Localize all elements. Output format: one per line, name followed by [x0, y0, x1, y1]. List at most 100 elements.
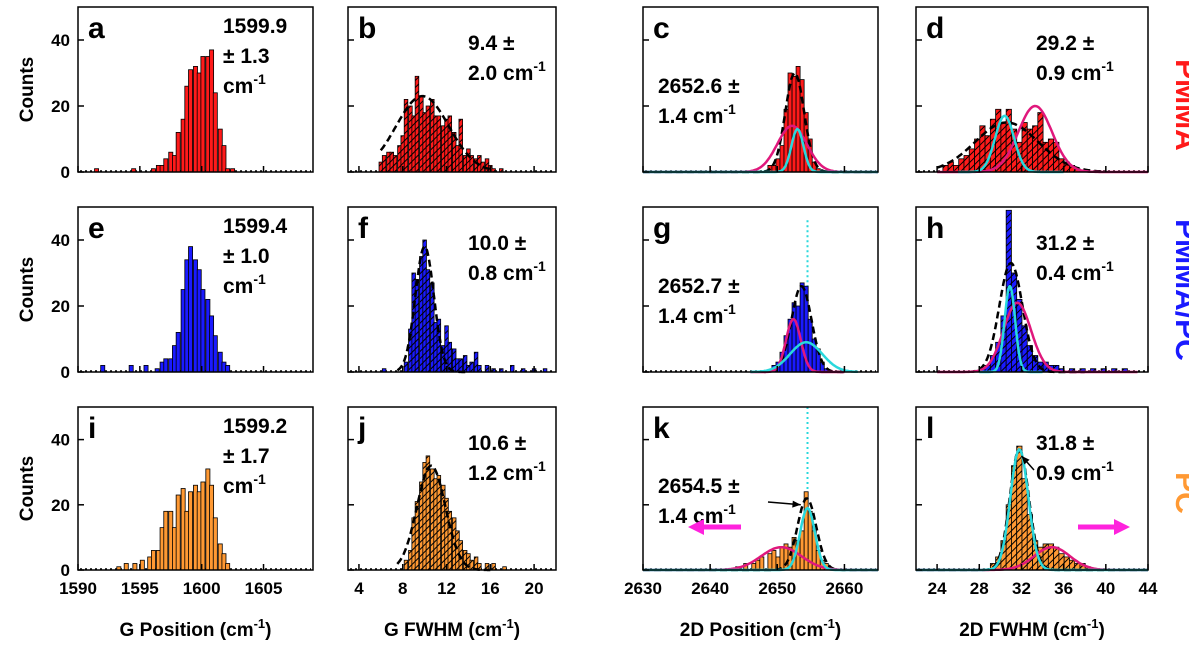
x-axis-label: G Position (cm-1) — [120, 616, 272, 641]
panel-label: i — [88, 412, 96, 445]
bar — [1063, 556, 1070, 571]
annotation-value: 1599.2 — [223, 415, 287, 438]
bar — [510, 364, 515, 373]
bar — [225, 563, 231, 571]
bar — [995, 108, 1002, 173]
bar — [484, 364, 490, 373]
y-tick-label: 40 — [51, 31, 70, 50]
fit-curve-cyan — [750, 341, 858, 374]
bar — [403, 361, 409, 373]
bar — [212, 92, 218, 173]
x-tick-label: 2650 — [758, 579, 796, 598]
bar — [791, 75, 797, 173]
bar — [1047, 138, 1055, 173]
x-axis-label: G FWHM (cm-1) — [384, 616, 520, 641]
x-tick-label: 12 — [437, 579, 456, 598]
y-tick-label: 40 — [51, 431, 70, 450]
annotation-value: 1599.9 — [223, 15, 287, 38]
x-axis-label: 2D Position (cm-1) — [680, 616, 841, 641]
bar — [1016, 445, 1023, 571]
annotation-unit: cm-1 — [223, 471, 266, 498]
bar — [188, 246, 193, 373]
bar — [403, 559, 409, 571]
annotation-unit: cm-1 — [223, 271, 266, 298]
bar — [1021, 478, 1028, 571]
panel-l: 24 28 32 36 40 44 2D FWHM (cm-1) l 31.8 ± 0.9 cm-… — [915, 406, 1158, 641]
x-tick-label: 40 — [1096, 579, 1115, 598]
x-tick-label: 2630 — [624, 579, 662, 598]
panel-f: f 10.0 ± 0.8 cm-1 — [347, 206, 557, 374]
bar — [1032, 125, 1039, 173]
y-tick-label: 0 — [61, 561, 70, 580]
axes-frame — [915, 206, 1149, 373]
bar — [151, 550, 156, 571]
y-axis-label: Counts — [17, 257, 38, 322]
annotation-error: ± 1.0 — [223, 245, 270, 268]
fit-curve-total — [396, 464, 491, 572]
bar — [436, 115, 442, 173]
bar — [799, 530, 805, 571]
axes-frame — [915, 6, 1149, 173]
bar — [163, 358, 169, 373]
axes-frame — [77, 206, 314, 373]
x-tick-label: 28 — [970, 579, 989, 598]
bar — [212, 335, 218, 373]
bar — [143, 364, 149, 373]
annotation-value: 31.8 ± — [1036, 432, 1095, 455]
panel-label: k — [653, 412, 670, 445]
panel-j: 4 8 12 16 20 G FWHM (cm-1) j 10.6 ± 1.2 cm-1 — [347, 406, 557, 641]
bar — [188, 491, 193, 571]
x-tick-label: 36 — [1054, 579, 1073, 598]
panel-h: h 31.2 ± 0.4 cm-1 — [915, 206, 1149, 374]
bar — [1053, 546, 1060, 571]
panel-i: 0 20 40 1590 1595 1600 1605 Counts G Position (c… — [17, 406, 314, 641]
bar — [392, 155, 398, 173]
bar — [458, 358, 463, 373]
x-tick-label: 4 — [354, 579, 364, 598]
axes-frame — [915, 406, 1149, 571]
fit-curve-magenta — [643, 124, 878, 174]
bar — [436, 475, 442, 571]
bar — [100, 364, 106, 373]
panel-label: b — [358, 12, 376, 45]
x-tick-label: 1590 — [59, 579, 97, 598]
panel-d: d 29.2 ± 0.9 cm-1 — [915, 6, 1149, 174]
fit-curve-cyan — [643, 127, 878, 174]
annotation-error: 1.2 cm-1 — [468, 458, 546, 485]
panel-label: g — [653, 212, 671, 245]
bar — [1069, 559, 1076, 571]
bar — [968, 148, 975, 173]
x-tick-label: 44 — [1139, 579, 1158, 598]
bar — [175, 131, 181, 173]
panel-label: e — [88, 212, 105, 245]
x-tick-label: 2640 — [691, 579, 729, 598]
bar — [767, 553, 773, 571]
row-label-pmma-pc: PMMA/PC — [1169, 219, 1189, 361]
annotation-error: 0.4 cm-1 — [1036, 258, 1114, 285]
panel-c: c 2652.6 ± 1.4 cm-1 — [642, 6, 879, 174]
x-tick-label: 1600 — [183, 579, 221, 598]
annotation-unit: cm-1 — [223, 71, 266, 98]
shift-arrow-head — [1114, 519, 1130, 535]
annotation-error: 2.0 cm-1 — [468, 58, 546, 85]
callout-arrow-head — [1021, 455, 1030, 465]
bar — [175, 494, 181, 571]
callout-arrow-head — [792, 500, 801, 508]
panel-k: 2630 2640 2650 2660 2D Position (cm-1) k 2654.… — [624, 406, 879, 641]
bar — [958, 158, 965, 173]
y-axis-label: Counts — [17, 57, 38, 122]
annotation-value: 10.0 ± — [468, 232, 527, 255]
x-tick-label: 16 — [481, 579, 500, 598]
y-tick-label: 20 — [51, 496, 70, 515]
bar — [175, 331, 181, 373]
bar — [799, 79, 805, 173]
y-tick-label: 40 — [51, 231, 70, 250]
bar — [477, 364, 482, 373]
x-tick-label: 1595 — [121, 579, 159, 598]
annotation-error: ± 1.3 — [223, 45, 270, 68]
bar — [212, 517, 218, 571]
axes-frame — [77, 406, 314, 571]
bar — [139, 559, 145, 571]
annotation-error: ± 1.7 — [223, 445, 270, 468]
bar — [123, 563, 129, 571]
